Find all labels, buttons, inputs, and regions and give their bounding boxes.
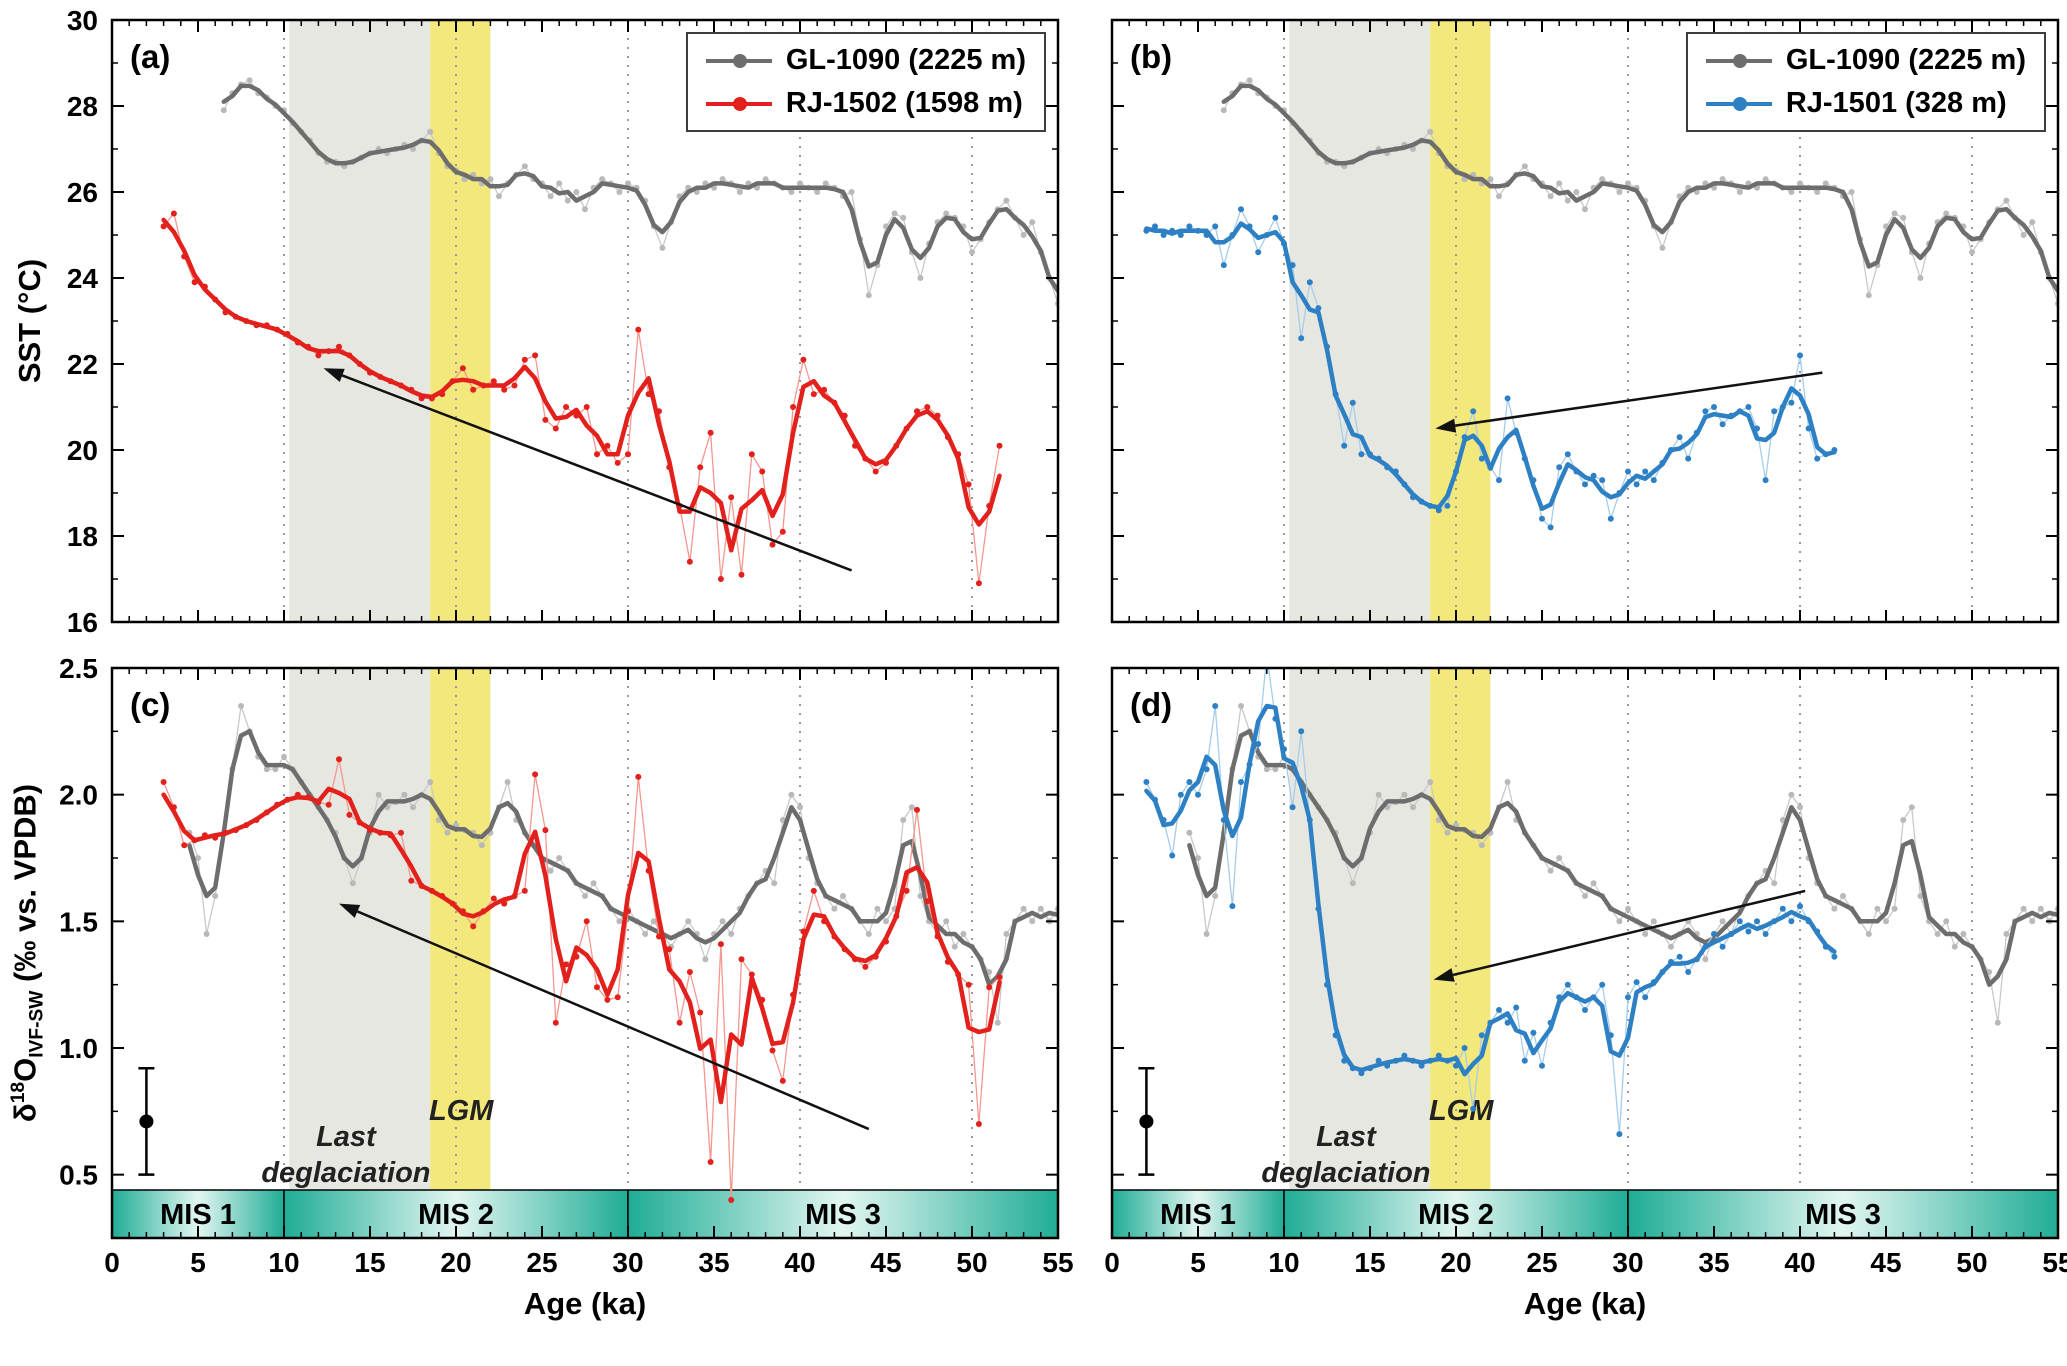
- svg-text:35: 35: [698, 1247, 729, 1278]
- y-axis-label-delta18o: δ18OIVF-SW (‰ vs. VPDB): [7, 784, 48, 1122]
- svg-text:deglaciation: deglaciation: [1261, 1157, 1430, 1189]
- y-axis-label-sst: SST (°C): [12, 258, 47, 384]
- svg-text:1.5: 1.5: [59, 906, 98, 937]
- ivfsw-subscript: IVF-SW: [26, 990, 48, 1058]
- svg-text:0.5: 0.5: [59, 1160, 98, 1191]
- legend-line-sample-red: [705, 96, 772, 111]
- svg-text:40: 40: [784, 1247, 815, 1278]
- svg-text:20: 20: [67, 435, 98, 466]
- panel-letter-d: (d): [1130, 686, 1173, 723]
- svg-text:Last: Last: [1316, 1121, 1377, 1153]
- svg-text:5: 5: [1190, 1247, 1206, 1278]
- svg-text:0: 0: [104, 1247, 120, 1278]
- svg-text:55: 55: [1042, 1247, 1073, 1278]
- legend-line-sample-gray: [1705, 53, 1772, 68]
- legend-label: GL-1090 (2225 m): [785, 44, 1026, 76]
- svg-text:45: 45: [870, 1247, 901, 1278]
- svg-text:MIS 2: MIS 2: [418, 1199, 494, 1231]
- legend-label: GL-1090 (2225 m): [1785, 44, 2026, 76]
- svg-text:MIS 2: MIS 2: [1418, 1199, 1494, 1231]
- x-axis-label-left: Age (ka): [523, 1286, 647, 1321]
- svg-text:40: 40: [1784, 1247, 1815, 1278]
- svg-text:deglaciation: deglaciation: [261, 1157, 430, 1189]
- svg-text:2.0: 2.0: [59, 780, 98, 811]
- legend-line-sample-gray: [705, 53, 772, 68]
- svg-text:20: 20: [440, 1247, 471, 1278]
- svg-text:50: 50: [1956, 1247, 1987, 1278]
- svg-text:16: 16: [67, 607, 98, 638]
- svg-text:26: 26: [67, 177, 98, 208]
- x-axis-label-right: Age (ka): [1523, 1286, 1647, 1321]
- svg-text:25: 25: [526, 1247, 557, 1278]
- legend-item-gl1090: GL-1090 (2225 m): [1705, 44, 2026, 77]
- legend-panel-a: GL-1090 (2225 m) RJ-1502 (1598 m): [685, 32, 1046, 132]
- svg-text:1.0: 1.0: [59, 1033, 98, 1064]
- svg-text:0: 0: [1104, 1247, 1120, 1278]
- panel-letter-a: (a): [130, 38, 171, 75]
- svg-text:MIS 3: MIS 3: [805, 1199, 881, 1231]
- svg-text:MIS 3: MIS 3: [1805, 1199, 1881, 1231]
- svg-text:LGM: LGM: [1429, 1095, 1494, 1127]
- svg-text:LGM: LGM: [429, 1095, 494, 1127]
- svg-text:20: 20: [1440, 1247, 1471, 1278]
- svg-text:28: 28: [67, 91, 98, 122]
- svg-text:30: 30: [612, 1247, 643, 1278]
- svg-text:15: 15: [354, 1247, 385, 1278]
- svg-text:55: 55: [2042, 1247, 2067, 1278]
- svg-text:25: 25: [1526, 1247, 1557, 1278]
- svg-text:45: 45: [1870, 1247, 1901, 1278]
- legend-line-sample-blue: [1705, 96, 1772, 111]
- delta-symbol: δ: [7, 1103, 43, 1123]
- svg-text:Last: Last: [316, 1121, 377, 1153]
- svg-text:15: 15: [1354, 1247, 1385, 1278]
- svg-text:18: 18: [67, 521, 98, 552]
- svg-text:30: 30: [67, 5, 98, 36]
- svg-text:30: 30: [1612, 1247, 1643, 1278]
- units-text: (‰ vs. VPDB): [7, 783, 43, 991]
- svg-text:MIS 1: MIS 1: [160, 1199, 236, 1231]
- svg-text:10: 10: [1268, 1247, 1299, 1278]
- legend-item-gl1090: GL-1090 (2225 m): [705, 44, 1026, 77]
- legend-item-rj1502: RJ-1502 (1598 m): [705, 87, 1026, 120]
- svg-text:50: 50: [956, 1247, 987, 1278]
- svg-text:2.5: 2.5: [59, 653, 98, 684]
- panel-letter-b: (b): [1130, 38, 1173, 75]
- legend-panel-b: GL-1090 (2225 m) RJ-1501 (328 m): [1685, 32, 2046, 132]
- svg-text:22: 22: [67, 349, 98, 380]
- svg-text:10: 10: [268, 1247, 299, 1278]
- svg-text:24: 24: [67, 263, 99, 294]
- legend-label: RJ-1502 (1598 m): [785, 87, 1023, 119]
- panel-letter-c: (c): [130, 686, 171, 723]
- svg-text:35: 35: [1698, 1247, 1729, 1278]
- legend-item-rj1501: RJ-1501 (328 m): [1705, 87, 2026, 120]
- oxygen-symbol: O: [7, 1057, 43, 1082]
- svg-text:5: 5: [190, 1247, 206, 1278]
- svg-text:MIS 1: MIS 1: [1160, 1199, 1236, 1231]
- legend-label: RJ-1501 (328 m): [1785, 87, 2007, 119]
- isotope-superscript: 18: [8, 1081, 30, 1104]
